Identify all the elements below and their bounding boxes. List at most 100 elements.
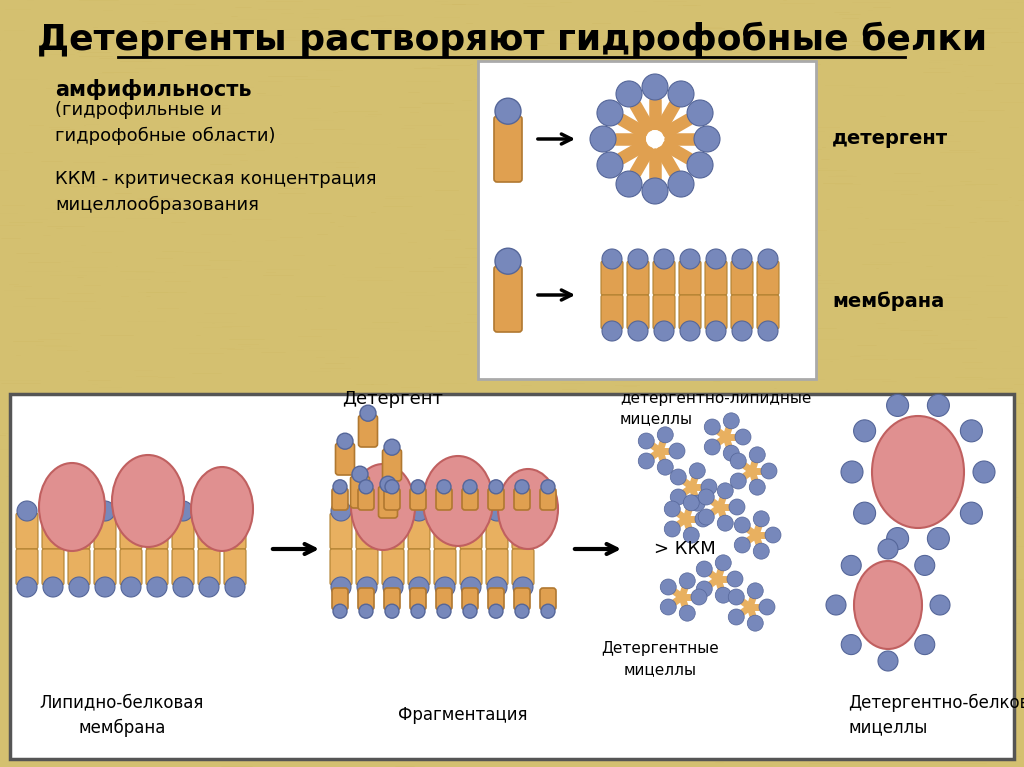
Circle shape <box>359 604 373 618</box>
Circle shape <box>385 480 399 494</box>
Circle shape <box>671 469 686 485</box>
Circle shape <box>461 501 481 521</box>
Circle shape <box>696 581 713 597</box>
Text: Фрагментация: Фрагментация <box>398 706 527 724</box>
Ellipse shape <box>39 463 105 551</box>
FancyBboxPatch shape <box>512 549 534 585</box>
FancyBboxPatch shape <box>540 488 556 510</box>
Circle shape <box>730 453 746 469</box>
Circle shape <box>69 577 89 597</box>
Circle shape <box>435 577 455 597</box>
Circle shape <box>147 501 167 521</box>
FancyBboxPatch shape <box>379 486 397 518</box>
Text: > ККМ: > ККМ <box>654 540 716 558</box>
Circle shape <box>759 599 775 615</box>
Circle shape <box>461 577 481 597</box>
Circle shape <box>411 480 425 494</box>
Circle shape <box>385 604 399 618</box>
Circle shape <box>671 489 686 505</box>
FancyBboxPatch shape <box>653 261 675 295</box>
Circle shape <box>463 480 477 494</box>
FancyBboxPatch shape <box>224 549 246 585</box>
Text: Детергентные
мицеллы: Детергентные мицеллы <box>601 641 719 677</box>
Circle shape <box>732 321 752 341</box>
Circle shape <box>657 459 673 476</box>
FancyBboxPatch shape <box>172 513 194 549</box>
Circle shape <box>17 501 37 521</box>
FancyBboxPatch shape <box>494 116 522 182</box>
Circle shape <box>691 589 707 605</box>
Text: мицеллы: мицеллы <box>620 412 693 426</box>
FancyBboxPatch shape <box>462 588 478 610</box>
Circle shape <box>616 171 642 197</box>
Circle shape <box>383 577 403 597</box>
Circle shape <box>616 81 642 107</box>
Circle shape <box>411 604 425 618</box>
Circle shape <box>437 480 451 494</box>
FancyBboxPatch shape <box>198 549 220 585</box>
Circle shape <box>331 577 351 597</box>
Circle shape <box>597 100 623 126</box>
Circle shape <box>750 479 765 495</box>
Circle shape <box>357 577 377 597</box>
Ellipse shape <box>423 456 493 546</box>
Ellipse shape <box>498 469 558 549</box>
Circle shape <box>331 501 351 521</box>
Circle shape <box>723 445 739 461</box>
FancyBboxPatch shape <box>384 488 400 510</box>
Circle shape <box>225 501 245 521</box>
FancyBboxPatch shape <box>540 588 556 610</box>
Circle shape <box>638 433 654 449</box>
Circle shape <box>750 447 765 463</box>
FancyBboxPatch shape <box>332 488 348 510</box>
FancyBboxPatch shape <box>731 261 753 295</box>
Circle shape <box>660 599 676 615</box>
Circle shape <box>628 249 648 269</box>
Circle shape <box>590 126 616 152</box>
Circle shape <box>695 511 711 527</box>
FancyBboxPatch shape <box>462 488 478 510</box>
FancyBboxPatch shape <box>410 488 426 510</box>
Circle shape <box>654 321 674 341</box>
Circle shape <box>961 420 982 442</box>
Circle shape <box>728 589 744 605</box>
Text: Детергентно-белковые
мицеллы: Детергентно-белковые мицеллы <box>848 693 1024 736</box>
Circle shape <box>199 577 219 597</box>
Circle shape <box>602 321 622 341</box>
Circle shape <box>669 443 685 459</box>
Circle shape <box>646 130 664 148</box>
Circle shape <box>698 489 715 505</box>
Circle shape <box>173 577 193 597</box>
FancyBboxPatch shape <box>705 295 727 329</box>
Circle shape <box>701 479 717 495</box>
FancyBboxPatch shape <box>460 549 482 585</box>
Circle shape <box>754 511 769 527</box>
Circle shape <box>654 249 674 269</box>
Circle shape <box>715 555 731 571</box>
FancyBboxPatch shape <box>42 549 63 585</box>
Circle shape <box>842 634 861 654</box>
Circle shape <box>337 433 353 449</box>
Circle shape <box>715 588 731 603</box>
Circle shape <box>487 501 507 521</box>
Circle shape <box>841 461 863 483</box>
FancyBboxPatch shape <box>382 513 404 549</box>
Ellipse shape <box>854 561 922 649</box>
Text: Липидно-белковая
мембрана: Липидно-белковая мембрана <box>40 693 204 736</box>
FancyBboxPatch shape <box>679 261 701 295</box>
Circle shape <box>878 651 898 671</box>
Circle shape <box>679 605 695 621</box>
Circle shape <box>928 394 949 416</box>
Circle shape <box>854 420 876 442</box>
Circle shape <box>333 480 347 494</box>
Circle shape <box>515 604 529 618</box>
Circle shape <box>435 501 455 521</box>
Circle shape <box>628 321 648 341</box>
Ellipse shape <box>191 467 253 551</box>
Circle shape <box>930 595 950 615</box>
Ellipse shape <box>872 416 964 528</box>
FancyBboxPatch shape <box>383 449 401 481</box>
FancyBboxPatch shape <box>408 513 430 549</box>
Circle shape <box>409 577 429 597</box>
Text: амфифильность: амфифильность <box>55 78 252 100</box>
